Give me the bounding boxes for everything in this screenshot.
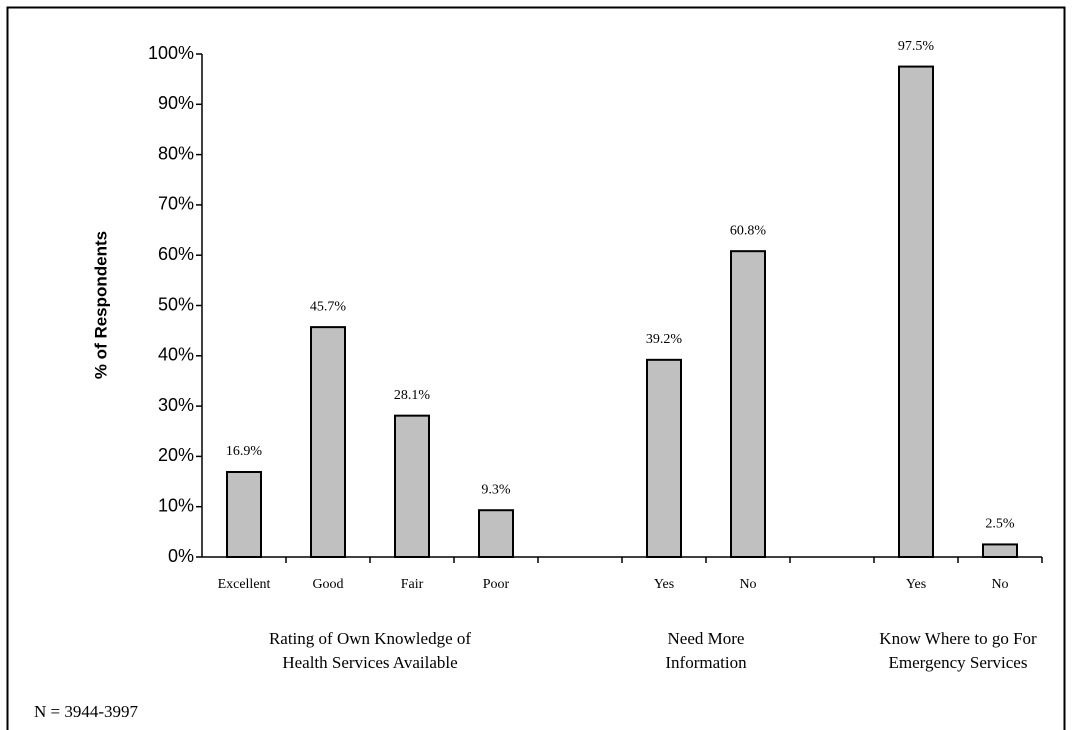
value-label: 2.5% [985, 517, 1015, 532]
group-label: Health Services Available [282, 653, 457, 672]
x-tick-label: Excellent [218, 577, 271, 592]
frame [6, 6, 1066, 730]
bar [730, 250, 766, 558]
bar [310, 326, 346, 558]
x-tick-label: Poor [483, 577, 510, 592]
y-tick-label: 10% [158, 495, 194, 515]
group-label: Need More [668, 629, 745, 648]
bar [478, 509, 514, 559]
bar [898, 65, 934, 558]
bar [226, 470, 262, 559]
y-tick-label: 20% [158, 445, 194, 465]
x-tick-label: Yes [654, 577, 674, 592]
x-tick-label: No [991, 577, 1008, 592]
value-label: 39.2% [646, 332, 683, 347]
y-axis-label: % of Respondents [91, 231, 110, 379]
x-tick-label: No [739, 577, 756, 592]
y-tick-label: 30% [158, 395, 194, 415]
group-label: Know Where to go For [879, 629, 1037, 648]
group-label: Emergency Services [889, 653, 1028, 672]
note: N = 3944-3997 [34, 702, 139, 721]
y-tick-label: 40% [158, 345, 194, 365]
bar [982, 543, 1018, 558]
y-tick-label: 90% [158, 93, 194, 113]
group-label: Rating of Own Knowledge of [269, 629, 471, 648]
x-tick-label: Fair [401, 577, 424, 592]
y-tick-label: 50% [158, 294, 194, 314]
x-tick-label: Yes [906, 577, 926, 592]
y-tick-label: 0% [168, 546, 194, 566]
y-tick-label: 60% [158, 244, 194, 264]
group-label: Information [665, 653, 747, 672]
bar [646, 358, 682, 558]
y-tick-label: 70% [158, 194, 194, 214]
value-label: 60.8% [730, 223, 767, 238]
y-tick-label: 80% [158, 143, 194, 163]
bar [394, 414, 430, 559]
value-label: 45.7% [310, 299, 347, 314]
value-label: 16.9% [226, 444, 263, 459]
value-label: 28.1% [394, 388, 431, 403]
value-label: 97.5% [898, 39, 935, 54]
x-tick-label: Good [312, 577, 343, 592]
value-label: 9.3% [481, 482, 511, 497]
y-tick-label: 100% [148, 43, 194, 63]
